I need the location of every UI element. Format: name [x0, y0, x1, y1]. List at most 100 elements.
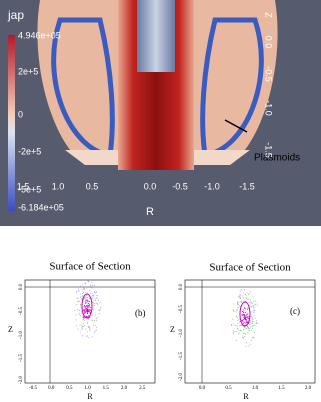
orbit-point [236, 301, 238, 303]
orbit-point [245, 342, 247, 344]
orbit-point [84, 309, 86, 311]
orbit-point [240, 330, 242, 332]
orbit-point [239, 294, 241, 296]
orbit-point [237, 328, 239, 330]
orbit-point [251, 302, 253, 304]
orbit-point [99, 301, 101, 303]
orbit-point [86, 301, 88, 303]
orbit-point [100, 306, 102, 308]
orbit-point [244, 308, 246, 310]
orbit-point [88, 310, 90, 312]
orbit-point [249, 344, 251, 346]
x-tick-label: 2.0 [121, 386, 128, 391]
orbit-point [88, 305, 90, 307]
orbit-point [94, 314, 96, 316]
orbit-point [251, 317, 253, 319]
orbit-point [89, 298, 91, 300]
orbit-point [241, 320, 243, 322]
orbit-point [96, 298, 98, 300]
orbit-point [87, 315, 89, 317]
orbit-point [94, 330, 96, 332]
orbit-point [83, 317, 85, 319]
colorbar-label: -6.184e+05 [18, 202, 64, 212]
x-label: R [243, 392, 249, 401]
orbit-point [241, 313, 243, 315]
orbit-point [232, 303, 234, 305]
orbit-point [85, 307, 87, 309]
orbit-point [81, 326, 83, 328]
orbit-point [253, 337, 255, 339]
orbit-point [231, 324, 233, 326]
orbit-point [245, 333, 247, 335]
orbit-point [81, 329, 83, 331]
orbit-point [244, 321, 246, 323]
orbit-point [87, 291, 89, 293]
orbit-point [86, 309, 88, 311]
orbit-point [76, 308, 78, 310]
orbit-point [93, 332, 95, 334]
orbit-point [252, 320, 254, 322]
orbit-point [85, 296, 87, 298]
orbit-point [99, 310, 101, 312]
y-tick-label: -2.0 [19, 376, 24, 384]
orbit-point [250, 302, 252, 304]
x-tick-label: -1.5 [239, 181, 255, 191]
orbit-point [79, 324, 81, 326]
orbit-point [249, 327, 251, 329]
orbit-point [84, 282, 86, 284]
orbit-point [96, 291, 98, 293]
orbit-point [86, 310, 88, 312]
orbit-point [243, 314, 245, 316]
orbit-point [91, 287, 93, 289]
x-tick-label: -0.5 [29, 386, 37, 391]
orbit-point [85, 302, 87, 304]
orbit-point [91, 319, 93, 321]
x-label: R [87, 392, 93, 401]
orbit-point [247, 321, 249, 323]
orbit-point [245, 316, 247, 318]
orbit-point [245, 297, 247, 299]
orbit-point [80, 298, 82, 300]
orbit-point [244, 316, 246, 318]
orbit-point [242, 319, 244, 321]
orbit-point [243, 309, 245, 311]
orbit-point [90, 307, 92, 309]
orbit-point [95, 294, 97, 296]
orbit-point [85, 306, 87, 308]
orbit-point [99, 308, 101, 310]
orbit-point [80, 306, 82, 308]
orbit-point [251, 315, 253, 317]
orbit-point [232, 331, 234, 333]
orbit-point [253, 307, 255, 309]
orbit-point [247, 308, 249, 310]
orbit-point [87, 337, 89, 339]
orbit-point [89, 309, 91, 311]
orbit-point [245, 318, 247, 320]
orbit-point [88, 286, 90, 288]
orbit-point [93, 294, 95, 296]
panel-tag: (c) [290, 306, 300, 316]
orbit-point [93, 324, 95, 326]
orbit-point [79, 285, 81, 287]
orbit-point [79, 331, 81, 333]
orbit-point [252, 322, 254, 324]
orbit-point [89, 303, 91, 305]
colorbar-label: 4.946e+05 [18, 30, 61, 40]
orbit-point [235, 340, 237, 342]
orbit-point [254, 325, 256, 327]
orbit-point [81, 297, 83, 299]
orbit-point [252, 302, 254, 304]
orbit-point [242, 336, 244, 338]
orbit-point [250, 329, 252, 331]
orbit-point [86, 335, 88, 337]
orbit-point [87, 311, 89, 313]
orbit-point [246, 298, 248, 300]
orbit-point [244, 318, 246, 320]
orbit-point [87, 280, 89, 282]
x-tick-label: 1.5 [278, 386, 285, 391]
orbit-point [86, 306, 88, 308]
orbit-point [232, 333, 234, 335]
orbit-point [244, 318, 246, 320]
orbit-point [242, 295, 244, 297]
